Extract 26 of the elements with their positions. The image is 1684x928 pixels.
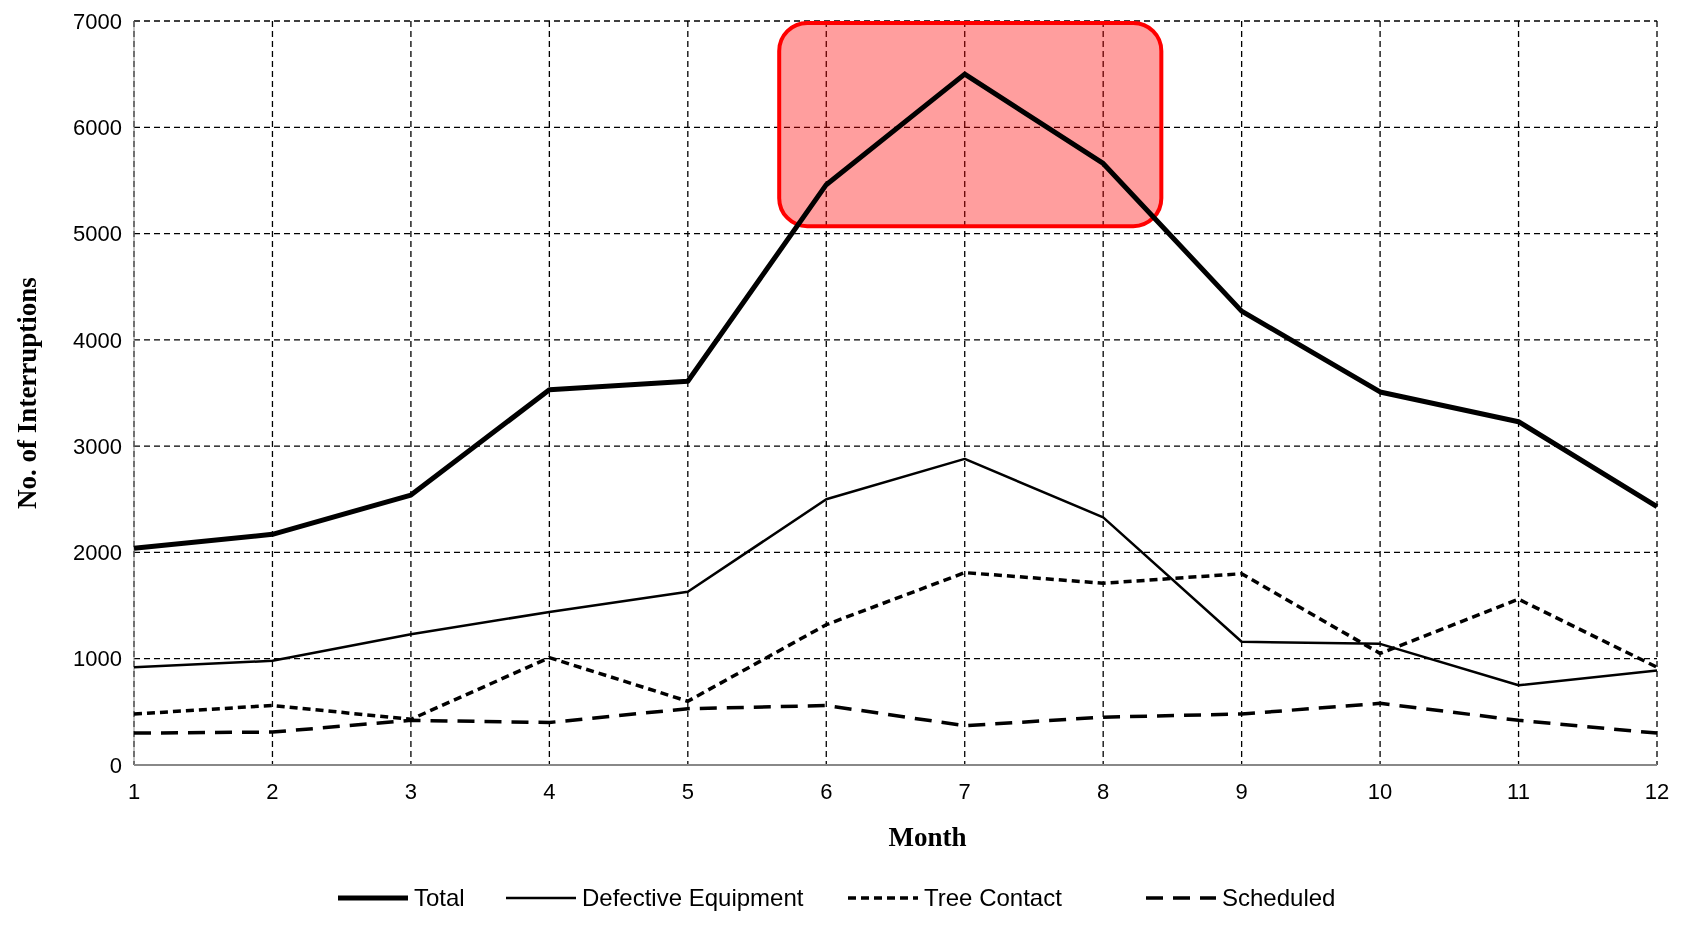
y-tick-label: 3000: [73, 433, 122, 459]
y-axis-title: No. of Interruptions: [12, 277, 42, 509]
x-tick-label: 8: [1097, 779, 1110, 804]
x-tick-label: 1: [127, 779, 141, 804]
x-tick-label: 3: [404, 779, 418, 804]
x-axis-title: Month: [888, 822, 967, 852]
x-tick-label: 4: [543, 779, 556, 804]
y-tick-label: 2000: [73, 540, 122, 566]
legend-label: Tree Contact: [924, 884, 1063, 912]
y-tick-label: 4000: [73, 327, 122, 353]
y-tick-label: 6000: [73, 114, 122, 140]
legend-label: Scheduled: [1222, 884, 1336, 912]
x-tick-label: 6: [820, 779, 833, 804]
y-tick-label: 5000: [73, 221, 122, 247]
x-tick-label: 9: [1235, 779, 1248, 804]
y-tick-label: 7000: [73, 8, 122, 34]
legend-label: Defective Equipment: [582, 884, 804, 912]
y-tick-label: 1000: [73, 646, 122, 672]
x-tick-label: 7: [958, 779, 971, 804]
x-tick-label: 10: [1367, 779, 1393, 804]
x-tick-label: 5: [681, 779, 694, 804]
x-tick-label: 2: [266, 779, 279, 804]
y-tick-label: 0: [109, 752, 122, 778]
legend-label: Total: [414, 884, 465, 912]
x-tick-label: 11: [1507, 779, 1530, 804]
x-tick-label: 12: [1644, 779, 1670, 804]
